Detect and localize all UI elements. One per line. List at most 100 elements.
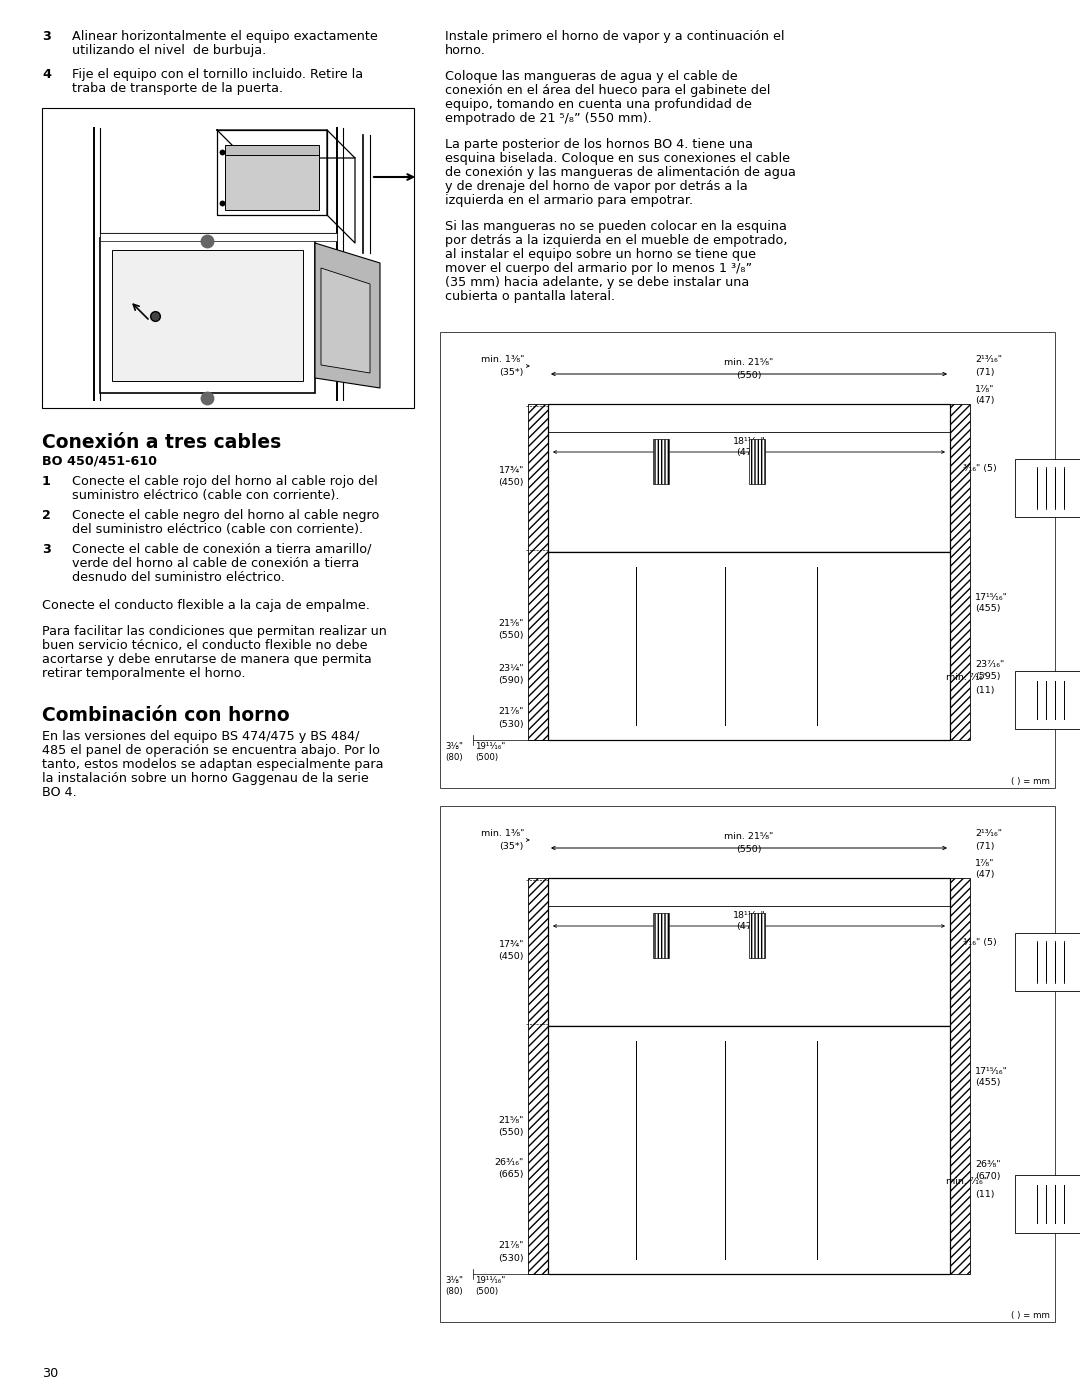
Text: traba de transporte de la puerta.: traba de transporte de la puerta. bbox=[72, 82, 283, 95]
Bar bbox=[100, 233, 337, 242]
Text: (550): (550) bbox=[499, 1127, 524, 1137]
Text: (11): (11) bbox=[975, 1189, 995, 1199]
Text: 4: 4 bbox=[42, 68, 51, 81]
Bar bbox=[652, 914, 669, 958]
Text: (35*): (35*) bbox=[500, 367, 524, 377]
Text: min. 21⁵⁄₈": min. 21⁵⁄₈" bbox=[725, 358, 773, 367]
Text: (80): (80) bbox=[445, 753, 462, 761]
Bar bbox=[528, 877, 548, 1274]
Text: 17¹⁵⁄₁₆": 17¹⁵⁄₁₆" bbox=[975, 592, 1008, 602]
Text: (71): (71) bbox=[975, 841, 995, 851]
Text: 21⁵⁄₈": 21⁵⁄₈" bbox=[499, 1116, 524, 1125]
Text: 17¹⁵⁄₁₆": 17¹⁵⁄₁₆" bbox=[975, 1066, 1008, 1076]
Text: (47): (47) bbox=[975, 870, 995, 880]
Text: y de drenaje del horno de vapor por detrás a la: y de drenaje del horno de vapor por detr… bbox=[445, 180, 747, 193]
Text: 17¾": 17¾" bbox=[499, 940, 524, 949]
Bar bbox=[1015, 933, 1080, 990]
Text: (474): (474) bbox=[737, 448, 761, 457]
Text: (71): (71) bbox=[975, 367, 995, 377]
Text: Combinación con horno: Combinación con horno bbox=[42, 705, 289, 725]
Polygon shape bbox=[321, 268, 370, 373]
Text: (35 mm) hacia adelante, y se debe instalar una: (35 mm) hacia adelante, y se debe instal… bbox=[445, 277, 750, 289]
Text: (11): (11) bbox=[975, 686, 995, 694]
Text: 1⁷⁄₈": 1⁷⁄₈" bbox=[975, 384, 995, 394]
Text: BO 4.: BO 4. bbox=[42, 787, 77, 799]
Text: (670): (670) bbox=[975, 1172, 1000, 1182]
Text: (80): (80) bbox=[445, 1287, 462, 1296]
Text: cubierta o pantalla lateral.: cubierta o pantalla lateral. bbox=[445, 291, 616, 303]
Bar bbox=[440, 806, 1055, 1322]
Text: En las versiones del equipo BS 474/475 y BS 484/: En las versiones del equipo BS 474/475 y… bbox=[42, 731, 360, 743]
Text: 18¹¹⁄₁₆": 18¹¹⁄₁₆" bbox=[732, 437, 766, 446]
Bar bbox=[1015, 671, 1080, 729]
Text: 30: 30 bbox=[42, 1368, 58, 1380]
Text: 23¼": 23¼" bbox=[499, 664, 524, 673]
Text: (550): (550) bbox=[499, 631, 524, 640]
Text: min. ⁷⁄₁₆": min. ⁷⁄₁₆" bbox=[946, 1176, 987, 1186]
Text: del suministro eléctrico (cable con corriente).: del suministro eléctrico (cable con corr… bbox=[72, 522, 363, 536]
Text: 17¾": 17¾" bbox=[499, 467, 524, 475]
Text: (550): (550) bbox=[737, 372, 761, 380]
Text: de conexión y las mangueras de alimentación de agua: de conexión y las mangueras de alimentac… bbox=[445, 166, 796, 179]
Text: 485 el panel de operación se encuentra abajo. Por lo: 485 el panel de operación se encuentra a… bbox=[42, 745, 380, 757]
Text: BO 450/451-610: BO 450/451-610 bbox=[42, 455, 157, 468]
Text: 19¹¹⁄₁₆": 19¹¹⁄₁₆" bbox=[475, 742, 505, 752]
Text: min. ⁷⁄₁₆": min. ⁷⁄₁₆" bbox=[946, 672, 987, 682]
Text: (530): (530) bbox=[498, 721, 524, 729]
Bar bbox=[42, 108, 414, 408]
Text: 21⁷⁄₈": 21⁷⁄₈" bbox=[499, 707, 524, 717]
Text: ( ) = mm: ( ) = mm bbox=[1011, 777, 1050, 787]
Text: mover el cuerpo del armario por lo menos 1 ³/₈”: mover el cuerpo del armario por lo menos… bbox=[445, 263, 752, 275]
Text: ( ) = mm: ( ) = mm bbox=[1011, 1310, 1050, 1320]
Text: min. 1³⁄₈": min. 1³⁄₈" bbox=[481, 355, 524, 365]
Bar bbox=[1035, 467, 1080, 509]
Text: min. 21⁵⁄₈": min. 21⁵⁄₈" bbox=[725, 833, 773, 841]
Text: (450): (450) bbox=[499, 953, 524, 961]
Text: Conecte el cable de conexión a tierra amarillo/: Conecte el cable de conexión a tierra am… bbox=[72, 543, 372, 556]
Text: (530): (530) bbox=[498, 1255, 524, 1263]
Bar bbox=[1015, 1175, 1080, 1234]
Text: 21⁵⁄₈": 21⁵⁄₈" bbox=[499, 619, 524, 627]
Text: (47): (47) bbox=[975, 397, 995, 405]
Text: (455): (455) bbox=[975, 605, 1000, 613]
Bar bbox=[652, 439, 669, 483]
Bar bbox=[528, 404, 548, 740]
Text: equipo, tomando en cuenta una profundidad de: equipo, tomando en cuenta una profundida… bbox=[445, 98, 752, 110]
Text: 2¹³⁄₁₆": 2¹³⁄₁₆" bbox=[975, 830, 1002, 838]
Text: buen servicio técnico, el conducto flexible no debe: buen servicio técnico, el conducto flexi… bbox=[42, 638, 367, 652]
Text: La parte posterior de los hornos BO 4. tiene una: La parte posterior de los hornos BO 4. t… bbox=[445, 138, 753, 151]
Text: (590): (590) bbox=[499, 676, 524, 685]
Bar bbox=[100, 237, 315, 393]
Text: 23⁷⁄₁₆": 23⁷⁄₁₆" bbox=[975, 661, 1004, 669]
Bar bbox=[222, 1179, 322, 1243]
Text: suministro eléctrico (cable con corriente).: suministro eléctrico (cable con corrient… bbox=[72, 489, 339, 502]
Bar bbox=[112, 250, 303, 381]
Text: 2: 2 bbox=[42, 509, 51, 522]
Text: 26³⁄₈": 26³⁄₈" bbox=[975, 1161, 1000, 1169]
Text: 3: 3 bbox=[42, 543, 51, 556]
Text: 26³⁄₁₆": 26³⁄₁₆" bbox=[495, 1158, 524, 1166]
Text: 2¹³⁄₁₆": 2¹³⁄₁₆" bbox=[975, 355, 1002, 365]
Text: ³⁄₁₆" (5): ³⁄₁₆" (5) bbox=[963, 464, 997, 474]
Text: ³⁄₁₆" (5): ³⁄₁₆" (5) bbox=[963, 939, 997, 947]
Bar bbox=[225, 155, 319, 210]
Text: Conecte el conducto flexible a la caja de empalme.: Conecte el conducto flexible a la caja d… bbox=[42, 599, 369, 612]
Bar bbox=[440, 332, 1055, 788]
Text: (665): (665) bbox=[499, 1169, 524, 1179]
Text: Coloque las mangueras de agua y el cable de: Coloque las mangueras de agua y el cable… bbox=[445, 70, 738, 82]
Text: desnudo del suministro eléctrico.: desnudo del suministro eléctrico. bbox=[72, 571, 285, 584]
Text: verde del horno al cable de conexión a tierra: verde del horno al cable de conexión a t… bbox=[72, 557, 360, 570]
Text: 1: 1 bbox=[42, 475, 51, 488]
Bar bbox=[548, 404, 950, 552]
Text: (595): (595) bbox=[975, 672, 1000, 682]
Text: utilizando el nivel  de burbuja.: utilizando el nivel de burbuja. bbox=[72, 43, 267, 57]
Text: por detrás a la izquierda en el mueble de empotrado,: por detrás a la izquierda en el mueble d… bbox=[445, 235, 787, 247]
Text: Si las mangueras no se pueden colocar en la esquina: Si las mangueras no se pueden colocar en… bbox=[445, 219, 787, 233]
Text: Para facilitar las condiciones que permitan realizar un: Para facilitar las condiciones que permi… bbox=[42, 624, 387, 638]
Text: 3⅛": 3⅛" bbox=[445, 1275, 463, 1285]
Text: esquina biselada. Coloque en sus conexiones el cable: esquina biselada. Coloque en sus conexio… bbox=[445, 152, 789, 165]
Bar bbox=[1035, 942, 1080, 983]
Text: retirar temporalmente el horno.: retirar temporalmente el horno. bbox=[42, 666, 245, 680]
Text: izquierda en el armario para empotrar.: izquierda en el armario para empotrar. bbox=[445, 194, 693, 207]
Text: 21⁷⁄₈": 21⁷⁄₈" bbox=[499, 1242, 524, 1250]
